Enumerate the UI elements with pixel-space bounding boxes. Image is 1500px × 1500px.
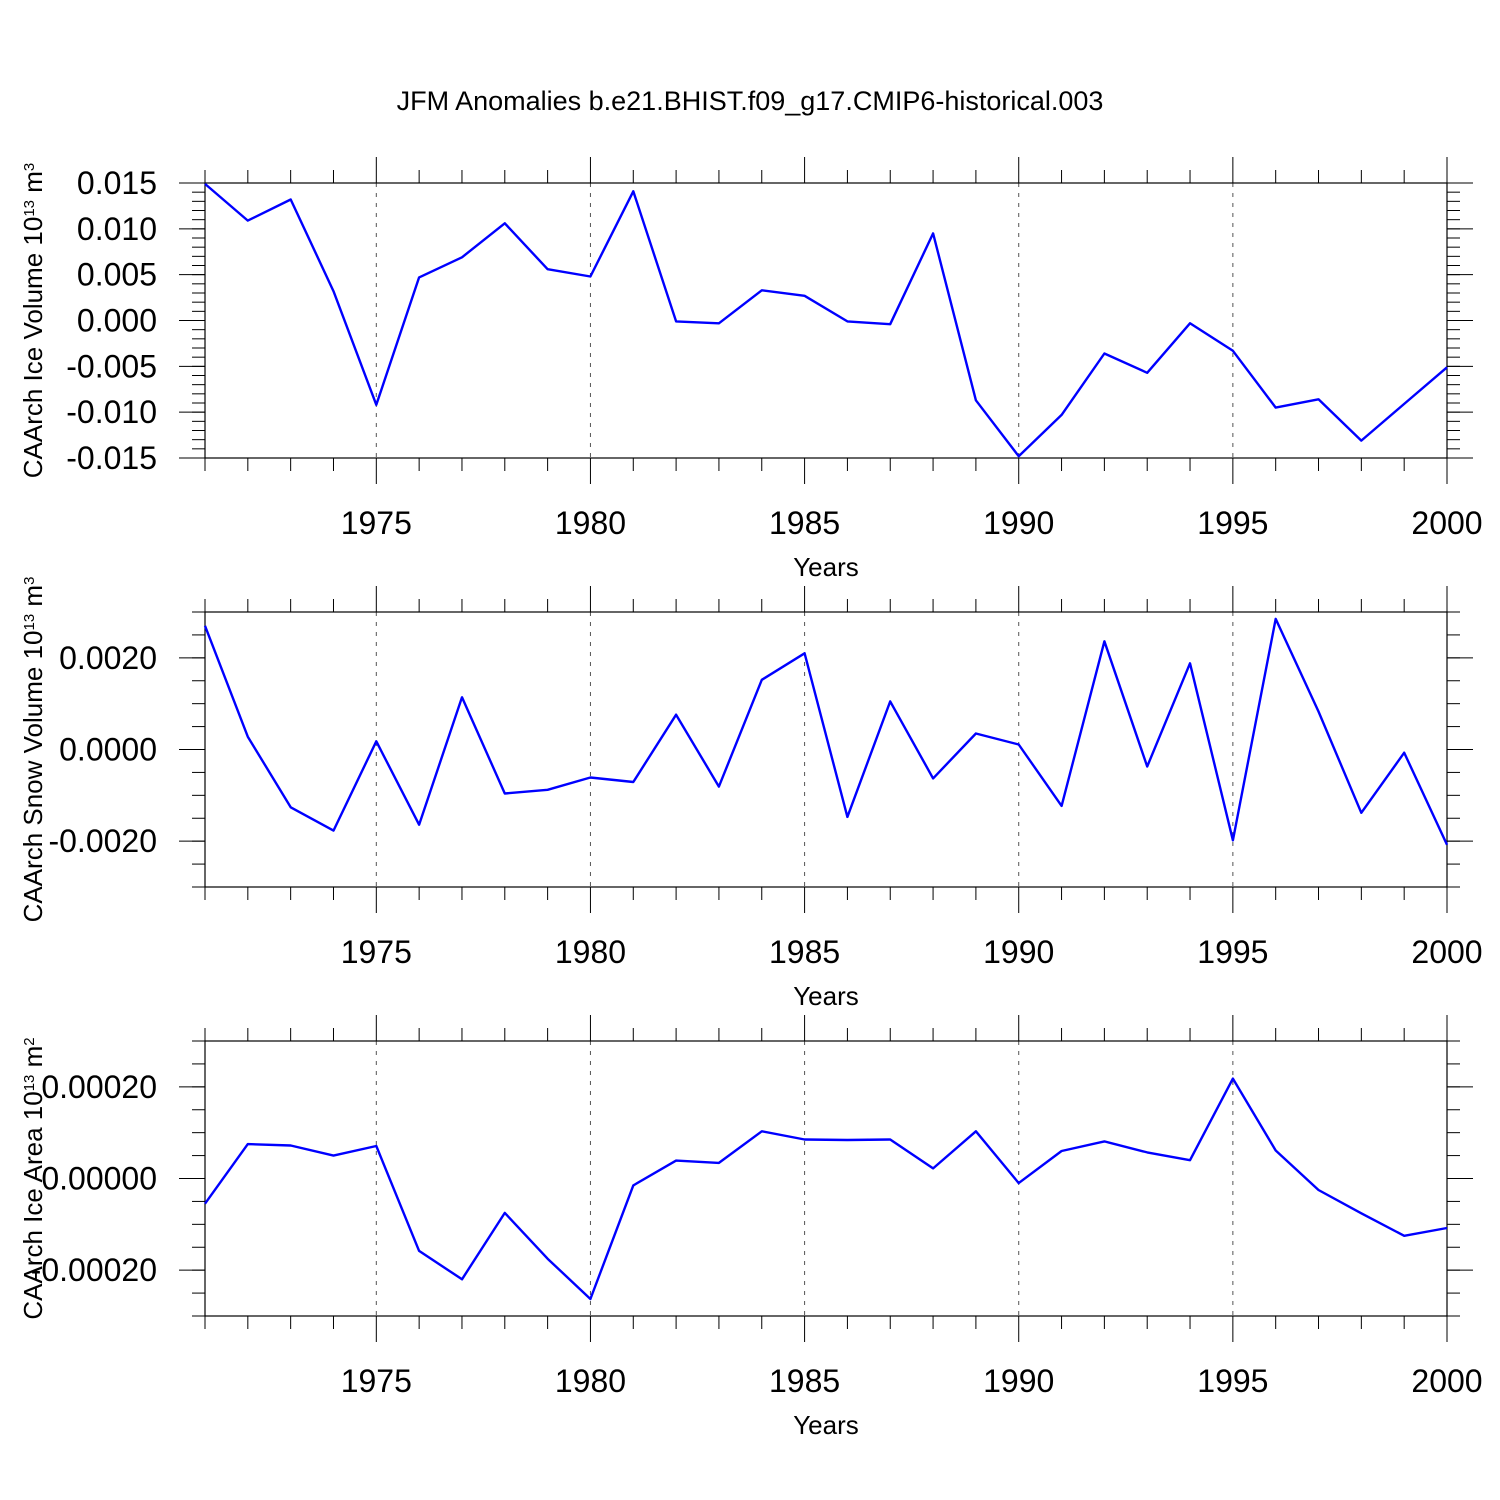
y-axis-title-unit-exponent: 3: [21, 163, 38, 171]
x-tick-label: 1975: [341, 1363, 412, 1399]
y-tick-label: 0.015: [77, 165, 157, 201]
y-axis-title-unit: m: [18, 585, 48, 614]
y-axis-title-unit-exponent: 3: [21, 577, 38, 585]
x-tick-label: 1990: [983, 934, 1054, 970]
x-tick-label: 1980: [555, 934, 626, 970]
panel-1: 1975 1980 1985 1990 1995 2000 -0.015 -0.010 -0.0…: [18, 157, 1483, 582]
y-axis-title: CAArch Ice Volume 1013 m3: [18, 163, 48, 479]
data-series-line: [204, 1077, 1448, 1301]
y-tick-label: -0.010: [66, 394, 157, 430]
x-axis-title: Years: [793, 552, 859, 582]
x-tick-label: 1995: [1197, 1363, 1268, 1399]
x-tick-label: 1980: [555, 505, 626, 541]
x-tick-label: 1995: [1197, 934, 1268, 970]
x-tick-label: 1990: [983, 1363, 1054, 1399]
x-tick-label: 2000: [1411, 505, 1482, 541]
x-tick-label: 1990: [983, 505, 1054, 541]
x-tick-label: 1980: [555, 1363, 626, 1399]
y-tick-label: 0.005: [77, 257, 157, 293]
y-axis-title-unit: m: [18, 171, 48, 200]
y-axis-title-exponent: 13: [21, 200, 38, 217]
y-axis-title-unit: m: [18, 1046, 48, 1075]
panel-2: 1975 1980 1985 1990 1995 2000 -0.0020 0.0000 0.0…: [18, 577, 1483, 1011]
y-tick-label: 0.010: [77, 211, 157, 247]
data-series-line: [203, 617, 1449, 846]
y-tick-label: -0.015: [66, 440, 157, 476]
y-tick-label: -0.005: [66, 348, 157, 384]
x-tick-label: 2000: [1411, 934, 1482, 970]
y-tick-label: 0.00020: [41, 1069, 157, 1105]
x-tick-label: 1975: [341, 934, 412, 970]
y-tick-label: 0.0020: [59, 640, 157, 676]
x-tick-label: 1975: [341, 505, 412, 541]
y-axis-title-text: CAArch Ice Area 10: [18, 1091, 48, 1319]
chart-title: JFM Anomalies b.e21.BHIST.f09_g17.CMIP6-…: [397, 86, 1104, 116]
x-tick-label: 2000: [1411, 1363, 1482, 1399]
y-tick-label: 0.0000: [59, 732, 157, 768]
y-axis-title-text: CAArch Snow Volume 10: [18, 630, 48, 922]
x-axis-title: Years: [793, 981, 859, 1011]
y-tick-label: -0.00020: [31, 1252, 157, 1288]
plot-frame: [204, 611, 1448, 888]
y-axis-title-unit-exponent: 2: [21, 1037, 38, 1045]
y-tick-label: 0.000: [77, 303, 157, 339]
panels: 1975 1980 1985 1990 1995 2000 -0.015 -0.010 -0.0…: [18, 157, 1483, 1440]
x-tick-label: 1985: [769, 934, 840, 970]
x-tick-label: 1985: [769, 1363, 840, 1399]
y-axis-title: CAArch Ice Area 1013 m2: [18, 1037, 48, 1319]
y-axis-title: CAArch Snow Volume 1013 m3: [18, 577, 48, 923]
x-tick-label: 1985: [769, 505, 840, 541]
y-axis-title-exponent: 13: [21, 614, 38, 631]
y-axis-title-exponent: 13: [21, 1075, 38, 1092]
x-axis-title: Years: [793, 1410, 859, 1440]
data-series-line: [204, 182, 1448, 458]
plot-frame: [204, 182, 1448, 459]
plot-frame: [204, 1040, 1448, 1317]
panel-3: 1975 1980 1985 1990 1995 2000 -0.00020 0.00000 0…: [18, 1015, 1483, 1440]
y-tick-label: 0.00000: [41, 1161, 157, 1197]
y-tick-label: -0.0020: [48, 823, 157, 859]
x-tick-label: 1995: [1197, 505, 1268, 541]
y-axis-title-text: CAArch Ice Volume 10: [18, 217, 48, 479]
